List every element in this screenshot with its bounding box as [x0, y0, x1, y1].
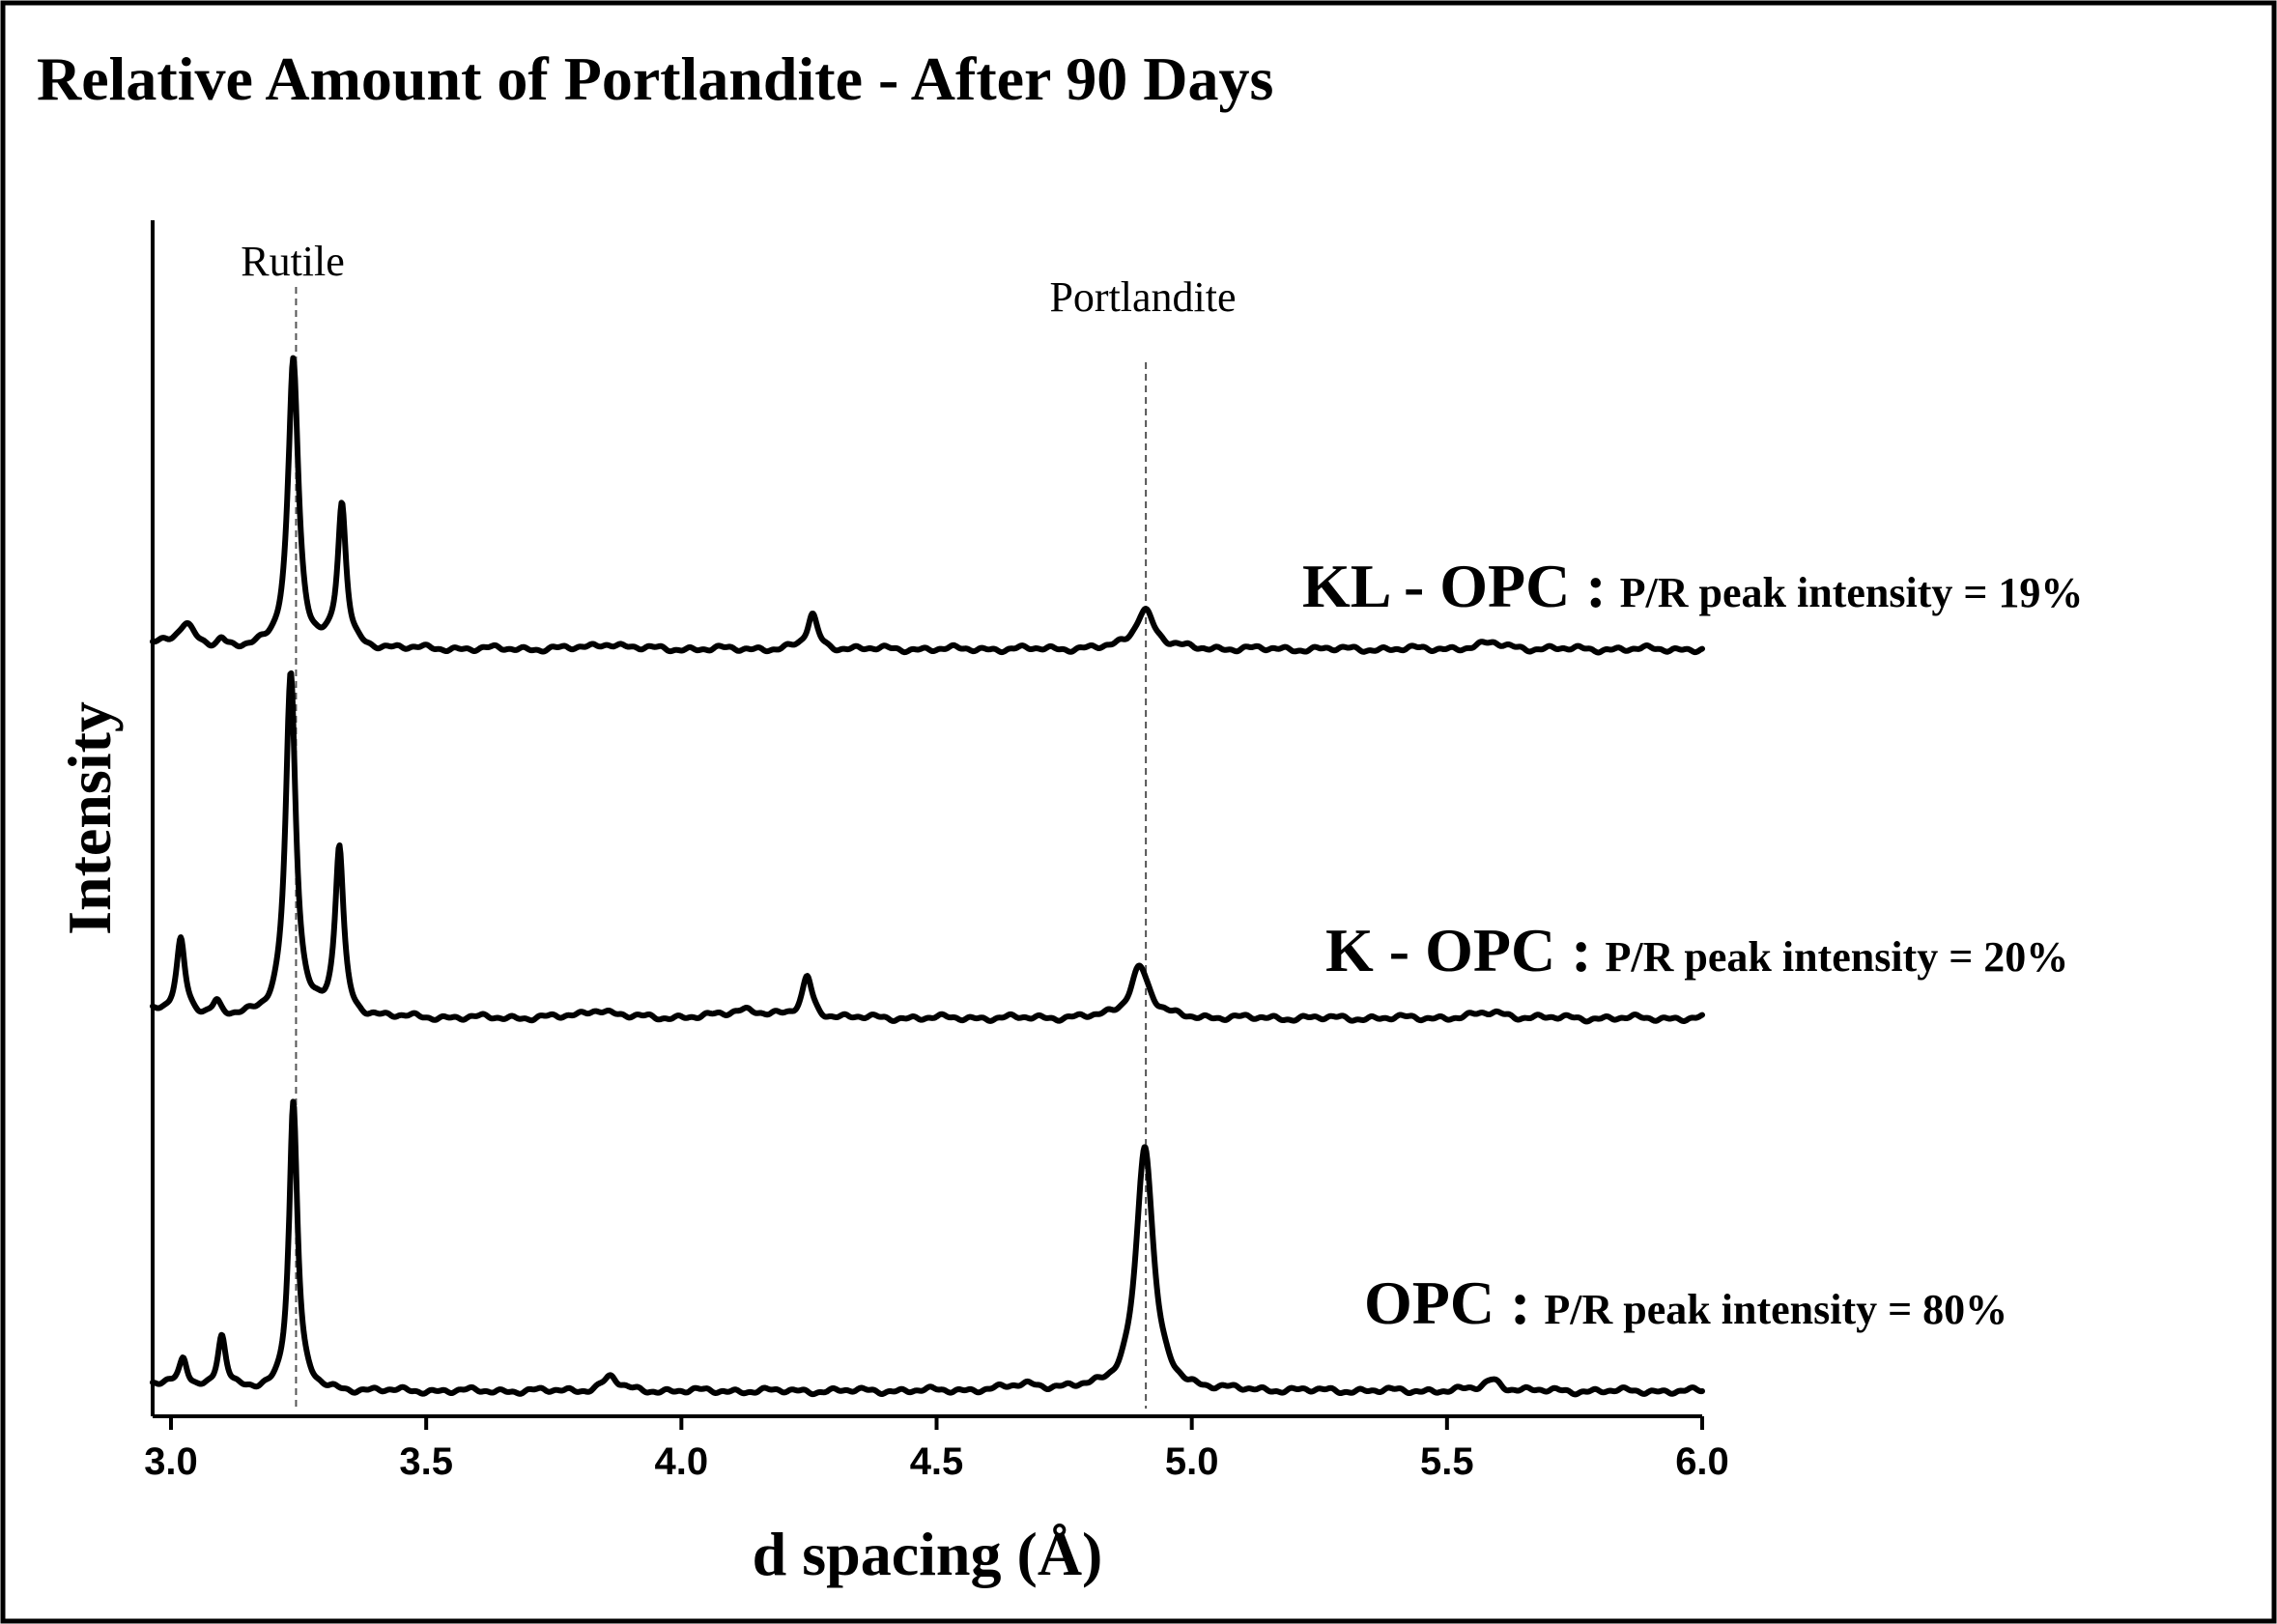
series-name-kl-opc: KL - OPC : [1302, 552, 1607, 620]
x-tick-label: 6.0 [1675, 1440, 1729, 1483]
chart-title: Relative Amount of Portlandite - After 9… [37, 44, 1273, 113]
x-tick-label: 4.5 [910, 1440, 964, 1483]
x-tick-label: 3.0 [144, 1440, 198, 1483]
reference-label-rutile: Rutile [241, 238, 345, 285]
reference-label-portlandite: Portlandite [1049, 273, 1236, 321]
series-annotation-opc: P/R peak intensity = 80% [1544, 1286, 2007, 1333]
series-annotation-k-opc: P/R peak intensity = 20% [1606, 933, 2069, 981]
x-axis-ticks: 3.0 3.5 4.0 4.5 5.0 5.5 6.0 [144, 1416, 1729, 1483]
x-tick-label: 5.5 [1420, 1440, 1474, 1483]
series-lines [150, 355, 1705, 1398]
y-axis-title: Intensity [55, 701, 124, 935]
x-tick-label: 5.0 [1165, 1440, 1219, 1483]
series-annotation-kl-opc: P/R peak intensity = 19% [1620, 569, 2084, 616]
x-axis-title: d spacing (Å) [753, 1520, 1103, 1588]
series-line-opc [150, 1098, 1705, 1398]
series-line-k-opc [150, 670, 1705, 1025]
series-name-opc: OPC : [1364, 1268, 1530, 1337]
series-name-k-opc: K - OPC : [1325, 916, 1592, 984]
series-label-k-opc: K - OPC : P/R peak intensity = 20% [1325, 916, 2068, 984]
series-label-kl-opc: KL - OPC : P/R peak intensity = 19% [1302, 552, 2083, 620]
x-tick-label: 3.5 [399, 1440, 453, 1483]
x-tick-label: 4.0 [655, 1440, 709, 1483]
series-label-opc: OPC : P/R peak intensity = 80% [1364, 1268, 2007, 1337]
series-line-kl-opc [150, 355, 1705, 656]
